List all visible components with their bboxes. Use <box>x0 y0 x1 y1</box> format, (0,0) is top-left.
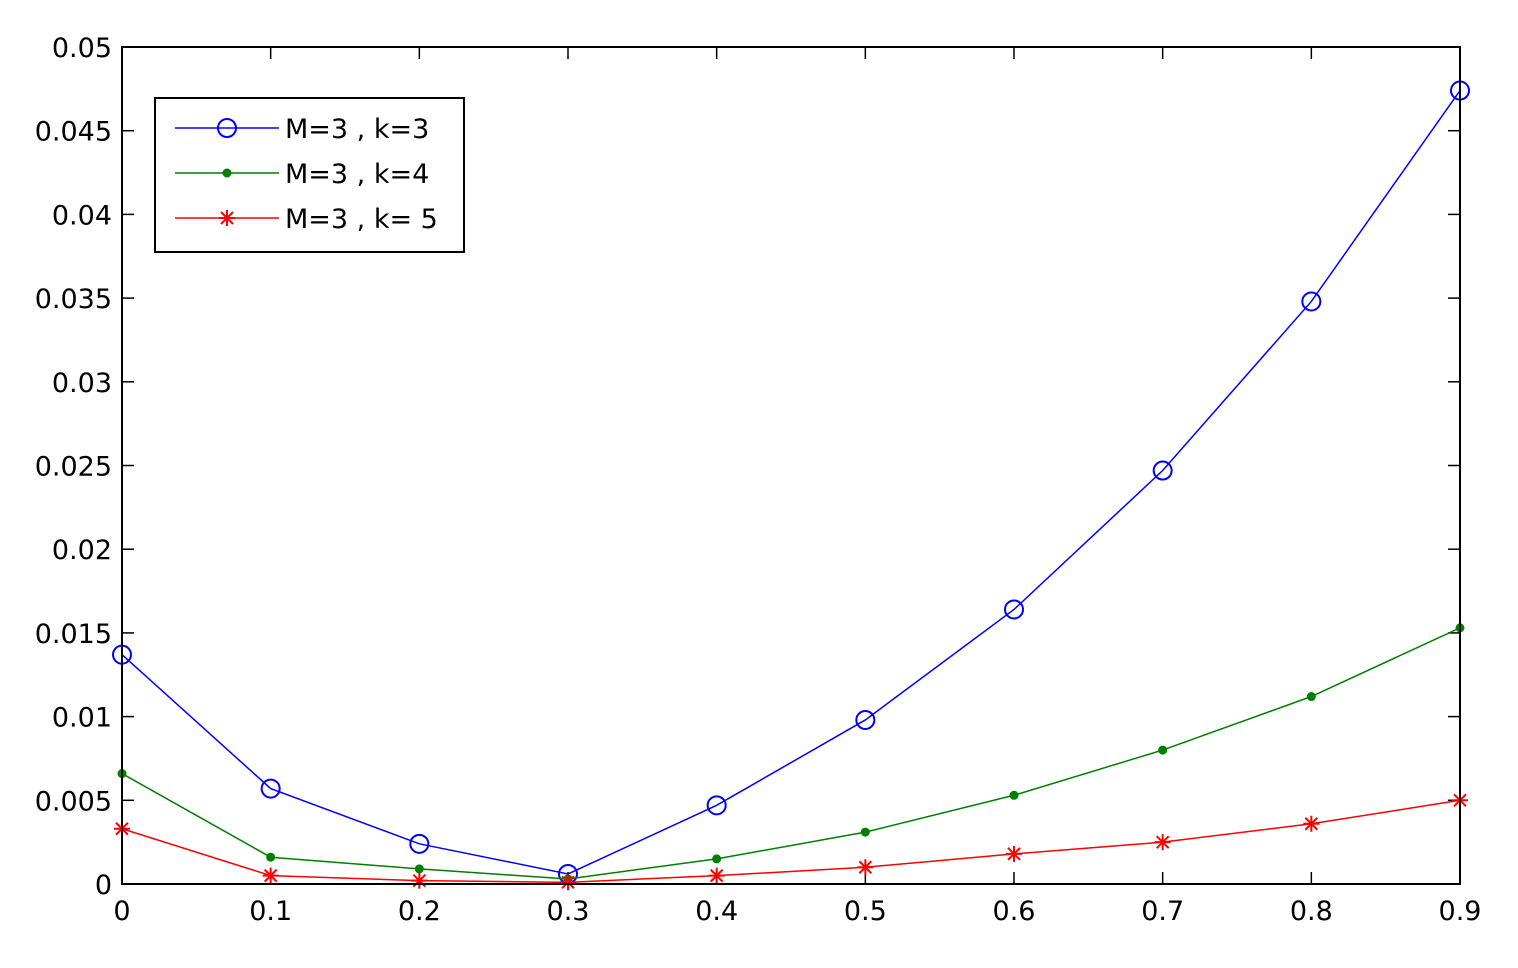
legend-entry: M=3 , k= 5 <box>175 204 438 235</box>
data-point <box>262 867 279 884</box>
series-line <box>121 799 1461 884</box>
data-point <box>1006 845 1022 862</box>
data-point-stroke <box>709 868 724 883</box>
y-tick-label: 0.035 <box>35 284 112 315</box>
x-tick-label: 0.6 <box>993 896 1036 927</box>
series-line <box>121 90 1461 875</box>
data-point <box>409 833 430 854</box>
x-tick-label: 0.4 <box>695 896 738 927</box>
x-tick-label: 0 <box>113 896 130 927</box>
plot-frame <box>121 46 1461 885</box>
y-tick-label: 0 <box>95 870 112 901</box>
y-tick-label: 0.045 <box>35 117 112 148</box>
data-point <box>1306 692 1316 702</box>
data-point <box>1004 599 1024 620</box>
data-point <box>1154 834 1171 851</box>
x-tick-label: 0.9 <box>1439 896 1482 927</box>
data-point <box>411 872 428 889</box>
data-point <box>266 852 276 862</box>
data-point <box>1303 815 1320 832</box>
data-point-stroke <box>1155 835 1170 849</box>
legend-marker <box>217 118 237 138</box>
legend-box <box>154 97 465 253</box>
y-tick-label: 0.04 <box>52 200 112 231</box>
y-tick-label: 0.02 <box>52 535 112 566</box>
data-point <box>855 709 876 730</box>
legend-entry: M=3 , k=3 <box>175 114 429 145</box>
legend-marker-stroke <box>220 211 234 225</box>
legend-label: M=3 , k=3 <box>285 114 429 145</box>
data-point <box>1009 790 1019 800</box>
data-point-stroke <box>858 860 873 874</box>
y-tick-label: 0.015 <box>35 619 112 650</box>
x-tick-label: 0.8 <box>1290 896 1333 927</box>
data-point <box>1158 745 1168 755</box>
data-point <box>260 778 281 799</box>
legend: M=3 , k=3 M=3 , k=4 M=3 , k= 5 <box>154 97 465 253</box>
data-point <box>712 854 722 864</box>
data-point <box>857 859 874 876</box>
series-3 <box>114 792 1468 891</box>
series-line <box>121 627 1461 880</box>
legend-marker <box>219 210 235 226</box>
y-tick-label: 0.025 <box>35 452 112 483</box>
data-point-stroke <box>1007 847 1021 861</box>
y-tick-label: 0.03 <box>52 368 112 399</box>
data-point <box>860 827 870 837</box>
y-tick-label: 0.01 <box>52 703 112 734</box>
axis-ticks: 0 0.1 0.2 0.3 0.4 0.5 0.6 0.7 0.8 0.9 0 0.005 0.01 0.… <box>35 33 1482 927</box>
y-tick-label: 0.05 <box>52 33 112 64</box>
data-point <box>708 867 725 884</box>
data-point <box>706 795 727 816</box>
data-point <box>1301 291 1322 312</box>
y-tick-label: 0.005 <box>35 786 112 817</box>
x-tick-label: 0.1 <box>249 896 292 927</box>
legend-entry: M=3 , k=4 <box>175 159 429 190</box>
x-tick-label: 0.3 <box>547 896 590 927</box>
data-point <box>1152 460 1173 481</box>
x-tick-label: 0.2 <box>398 896 441 927</box>
data-point-stroke <box>561 875 575 890</box>
data-point-stroke <box>1304 817 1319 831</box>
legend-label: M=3 , k=4 <box>285 159 429 190</box>
legend-label: M=3 , k= 5 <box>285 204 438 235</box>
data-point <box>414 864 424 874</box>
x-tick-label: 0.7 <box>1141 896 1184 927</box>
legend-marker <box>222 168 232 178</box>
data-point-stroke <box>263 868 278 883</box>
x-tick-label: 0.5 <box>844 896 887 927</box>
data-point <box>560 874 576 891</box>
